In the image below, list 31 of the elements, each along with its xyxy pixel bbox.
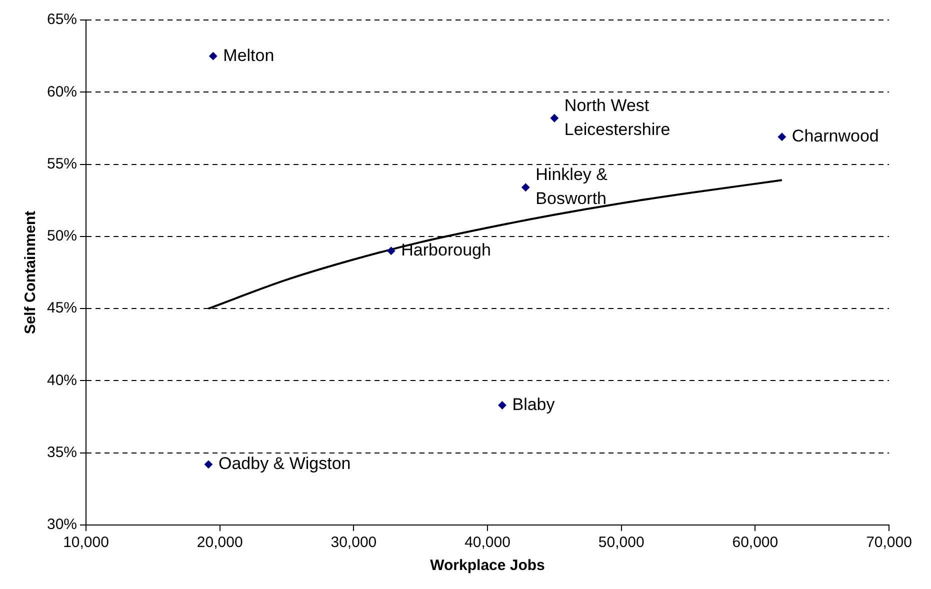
y-axis-title: Self Containment bbox=[22, 210, 40, 334]
point bbox=[204, 460, 212, 468]
point bbox=[387, 246, 396, 255]
annotation: North West Leicestershire bbox=[564, 96, 670, 139]
x-tick-label: 70,000 bbox=[866, 534, 912, 552]
annotation: Oadby & Wigston bbox=[218, 454, 351, 474]
y-tick-label: 30% bbox=[46, 516, 78, 534]
x-tick-label: 20,000 bbox=[196, 534, 243, 552]
x-tick-label: 40,000 bbox=[464, 534, 510, 552]
x-axis-title: Workplace Jobs bbox=[430, 557, 545, 574]
y-tick-label: 55% bbox=[46, 155, 78, 172]
point bbox=[498, 401, 506, 410]
point bbox=[550, 114, 558, 122]
y-tick-label: 45% bbox=[46, 300, 78, 317]
x-tick-label: 60,000 bbox=[732, 534, 778, 552]
y-tick-label: 60% bbox=[46, 83, 78, 100]
x-tick-label: 30,000 bbox=[330, 534, 377, 552]
annotation: Melton bbox=[223, 46, 274, 65]
annotation: Blaby bbox=[512, 394, 556, 414]
annotation: Harborough bbox=[401, 240, 491, 260]
x-tick-label: 50,000 bbox=[598, 534, 644, 552]
y-tick-label: 65% bbox=[46, 11, 78, 28]
annotation: Charnwood bbox=[792, 126, 879, 146]
annotation: Hinkley & Bosworth bbox=[536, 165, 608, 208]
y-tick-label: 40% bbox=[46, 372, 78, 389]
y-tick-label: 50% bbox=[46, 228, 78, 245]
point bbox=[522, 183, 530, 192]
y-tick-label: 35% bbox=[46, 444, 78, 461]
x-tick-label: 10,000 bbox=[63, 534, 109, 552]
point bbox=[778, 132, 786, 141]
point bbox=[209, 52, 218, 60]
